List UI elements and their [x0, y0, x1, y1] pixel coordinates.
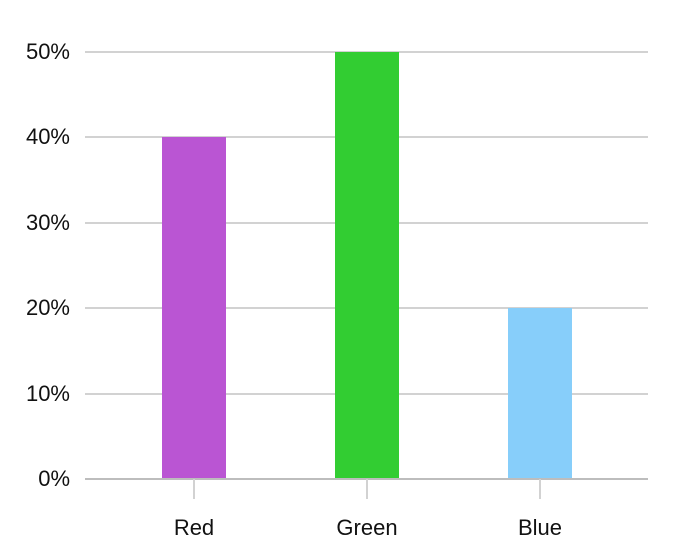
y-axis-tick-label: 0%	[38, 466, 70, 491]
bar-blue	[508, 308, 572, 479]
y-axis-tick-label: 40%	[25, 124, 70, 150]
x-axis-tick-label: Red	[173, 515, 215, 540]
bar-red	[162, 137, 226, 479]
bar-green	[335, 52, 399, 479]
y-axis-tick-label: 20%	[25, 295, 70, 321]
y-axis-tick-label: 10%	[25, 380, 70, 406]
y-axis-tick-label: 50%	[25, 39, 70, 64]
x-axis-tick-label: Blue	[517, 515, 563, 540]
x-axis-tick-label: Green	[336, 515, 398, 540]
x-axis-tick-mark	[366, 479, 368, 499]
y-axis-tick-label: 30%	[25, 209, 70, 235]
x-axis-tick-mark	[193, 479, 195, 499]
x-axis-tick-mark	[539, 479, 541, 499]
